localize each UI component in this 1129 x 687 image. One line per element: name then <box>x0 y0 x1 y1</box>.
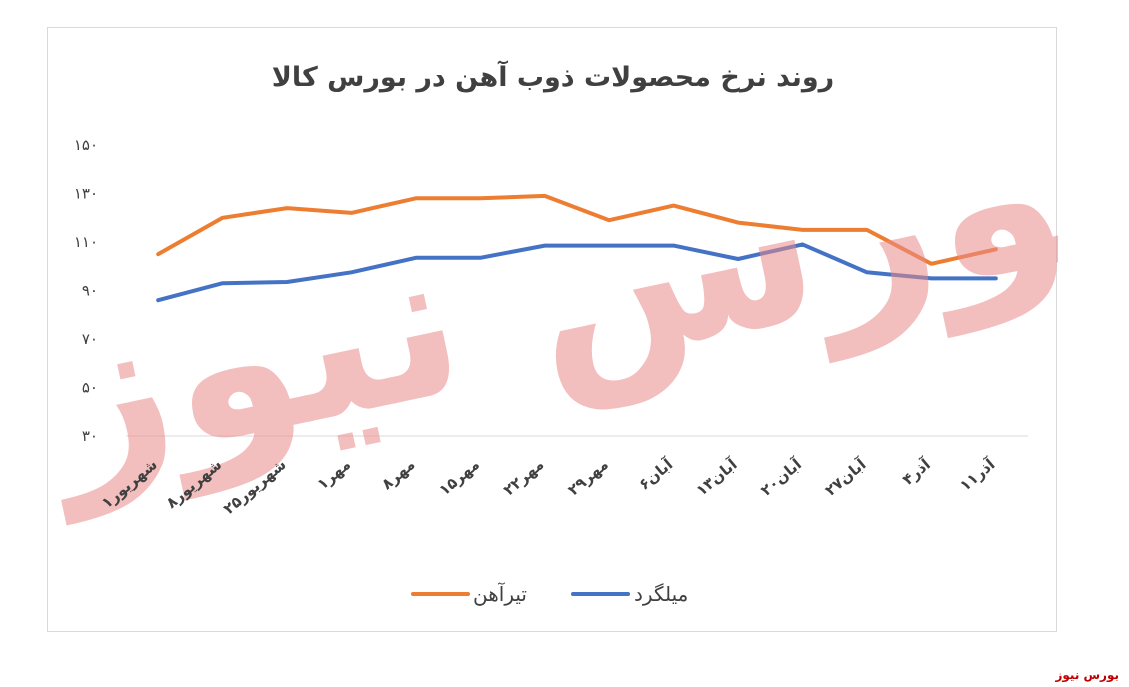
watermark-text: بورس نیوز <box>48 52 1058 526</box>
legend-label: میلگرد <box>634 582 688 606</box>
chart-title: روند نرخ محصولات ذوب آهن در بورس کالا <box>272 60 834 93</box>
source-label: بورس نیوز <box>1055 668 1119 682</box>
line-chart: روند نرخ محصولات ذوب آهن در بورس کالا ۱۵… <box>48 52 1058 606</box>
watermark-logo: بورس نیوز <box>48 52 1058 526</box>
y-tick-label: ۱۳۰ <box>74 185 98 203</box>
x-tick-label: ۸مهر <box>378 455 418 493</box>
y-tick-label: ۱۱۰ <box>74 233 98 251</box>
x-tick-label: ۲۰آبان <box>757 455 806 500</box>
x-tick-label: ۴آذر <box>899 455 935 489</box>
y-tick-label: ۱۵۰ <box>74 136 98 154</box>
y-tick-label: ۷۰ <box>82 330 98 348</box>
y-tick-label: ۵۰ <box>82 379 98 397</box>
chart-frame: روند نرخ محصولات ذوب آهن در بورس کالا ۱۵… <box>47 27 1058 632</box>
series-line-2 <box>156 242 998 303</box>
legend: میلگرد تیرآهن <box>411 581 688 606</box>
legend-label: تیرآهن <box>473 581 527 606</box>
y-tick-label: ۹۰ <box>82 282 98 300</box>
series-lines <box>156 193 998 303</box>
y-axis-ticks: ۱۵۰ ۱۳۰ ۱۱۰ ۹۰ ۷۰ ۵۰ ۳۰ <box>74 136 98 445</box>
series-line-1 <box>156 193 998 266</box>
x-tick-label: ۶آبان <box>635 455 677 494</box>
x-tick-label: ۲۷آبان <box>822 455 871 500</box>
x-tick-label: ۱۱آذر <box>956 455 999 495</box>
x-tick-label: ۱۳آبان <box>693 455 742 500</box>
x-tick-label: ۲۹مهر <box>564 455 611 499</box>
y-tick-label: ۳۰ <box>82 427 98 445</box>
x-tick-label: ۱۵مهر <box>435 455 482 499</box>
x-tick-label: ۲۲مهر <box>500 455 547 499</box>
